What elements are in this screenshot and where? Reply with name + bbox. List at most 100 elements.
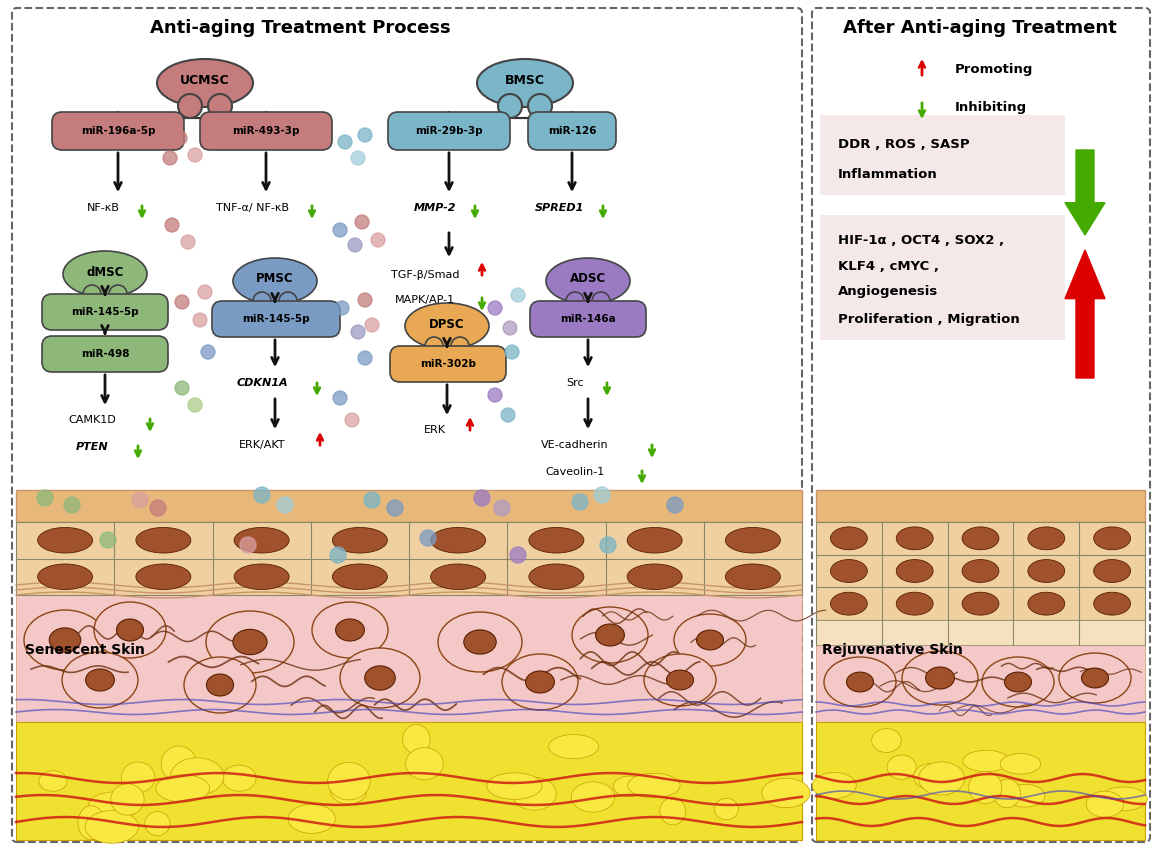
Text: ERK/AKT: ERK/AKT <box>239 440 285 450</box>
Ellipse shape <box>503 654 578 710</box>
Text: MMP-2: MMP-2 <box>413 203 456 213</box>
Ellipse shape <box>450 337 469 355</box>
FancyBboxPatch shape <box>388 112 510 150</box>
Ellipse shape <box>1028 592 1064 615</box>
Text: KLF4 , cMYC ,: KLF4 , cMYC , <box>838 259 939 273</box>
Ellipse shape <box>566 292 584 310</box>
Circle shape <box>198 285 212 299</box>
Bar <box>16 595 802 722</box>
Ellipse shape <box>206 611 294 673</box>
Circle shape <box>488 301 503 315</box>
Circle shape <box>181 235 195 249</box>
Circle shape <box>173 131 186 145</box>
Circle shape <box>501 408 515 422</box>
Circle shape <box>64 497 80 513</box>
Ellipse shape <box>830 527 867 550</box>
Ellipse shape <box>962 527 999 550</box>
Ellipse shape <box>279 292 296 310</box>
Circle shape <box>358 128 372 142</box>
Polygon shape <box>1065 150 1105 235</box>
Ellipse shape <box>233 258 317 304</box>
Circle shape <box>277 497 293 513</box>
Ellipse shape <box>549 734 599 759</box>
Text: Proliferation , Migration: Proliferation , Migration <box>838 314 1020 326</box>
Bar <box>16 490 802 522</box>
Circle shape <box>488 388 503 402</box>
Ellipse shape <box>914 763 945 789</box>
Ellipse shape <box>336 619 365 641</box>
Circle shape <box>356 215 369 229</box>
Text: Promoting: Promoting <box>955 64 1033 76</box>
Ellipse shape <box>24 610 107 670</box>
Ellipse shape <box>1082 668 1108 688</box>
Ellipse shape <box>547 258 630 304</box>
Circle shape <box>100 532 116 548</box>
Text: ERK: ERK <box>424 425 446 435</box>
Ellipse shape <box>405 303 489 349</box>
Ellipse shape <box>628 564 682 590</box>
Ellipse shape <box>962 592 999 615</box>
Circle shape <box>175 295 189 309</box>
Ellipse shape <box>696 630 724 650</box>
Ellipse shape <box>157 59 252 107</box>
Circle shape <box>163 151 177 165</box>
Text: miR-146a: miR-146a <box>560 314 616 324</box>
Circle shape <box>164 218 179 232</box>
Text: DPSC: DPSC <box>430 318 464 331</box>
Ellipse shape <box>332 528 388 553</box>
Ellipse shape <box>1093 527 1130 550</box>
Circle shape <box>188 398 201 412</box>
Text: UCMSC: UCMSC <box>181 75 229 88</box>
Text: VE-cadherin: VE-cadherin <box>541 440 609 450</box>
Bar <box>816 522 1145 620</box>
Ellipse shape <box>725 528 780 553</box>
Bar <box>820 115 1065 195</box>
Text: Caveolin-1: Caveolin-1 <box>545 467 604 477</box>
Ellipse shape <box>592 292 610 310</box>
Ellipse shape <box>403 724 430 754</box>
Ellipse shape <box>529 564 584 590</box>
Ellipse shape <box>1028 527 1064 550</box>
Ellipse shape <box>63 652 138 708</box>
Ellipse shape <box>872 728 901 752</box>
Ellipse shape <box>896 527 933 550</box>
Ellipse shape <box>340 648 420 708</box>
FancyBboxPatch shape <box>812 8 1150 842</box>
Text: BMSC: BMSC <box>505 75 545 88</box>
FancyBboxPatch shape <box>212 301 340 337</box>
Ellipse shape <box>86 669 115 691</box>
Ellipse shape <box>667 670 694 690</box>
Bar <box>820 215 1065 340</box>
Text: Anti-aging Treatment Process: Anti-aging Treatment Process <box>149 19 450 37</box>
Ellipse shape <box>184 657 256 713</box>
FancyBboxPatch shape <box>390 346 506 382</box>
Ellipse shape <box>1093 559 1130 582</box>
Text: miR-302b: miR-302b <box>420 359 476 369</box>
Text: DDR , ROS , SASP: DDR , ROS , SASP <box>838 139 969 151</box>
Circle shape <box>254 487 270 503</box>
Bar <box>816 490 1145 522</box>
Circle shape <box>351 325 365 339</box>
Ellipse shape <box>925 667 954 689</box>
Text: miR-126: miR-126 <box>548 126 596 136</box>
Text: Rejuvenative Skin: Rejuvenative Skin <box>822 643 962 657</box>
Ellipse shape <box>156 775 210 802</box>
Ellipse shape <box>1004 672 1032 692</box>
Circle shape <box>594 487 610 503</box>
Ellipse shape <box>902 651 979 705</box>
Ellipse shape <box>714 798 739 819</box>
Circle shape <box>365 318 379 332</box>
Circle shape <box>600 537 616 553</box>
Text: MAPK/AP-1: MAPK/AP-1 <box>395 295 455 305</box>
Circle shape <box>505 345 519 359</box>
Bar <box>816 645 1145 722</box>
Text: Inflammation: Inflammation <box>838 168 938 182</box>
Ellipse shape <box>725 564 780 590</box>
Text: TNF-α/ NF-κB: TNF-α/ NF-κB <box>215 203 288 213</box>
Ellipse shape <box>178 94 201 118</box>
Ellipse shape <box>824 657 896 707</box>
Ellipse shape <box>660 797 686 824</box>
Ellipse shape <box>328 762 371 800</box>
Ellipse shape <box>135 564 191 590</box>
Bar <box>816 722 1145 840</box>
